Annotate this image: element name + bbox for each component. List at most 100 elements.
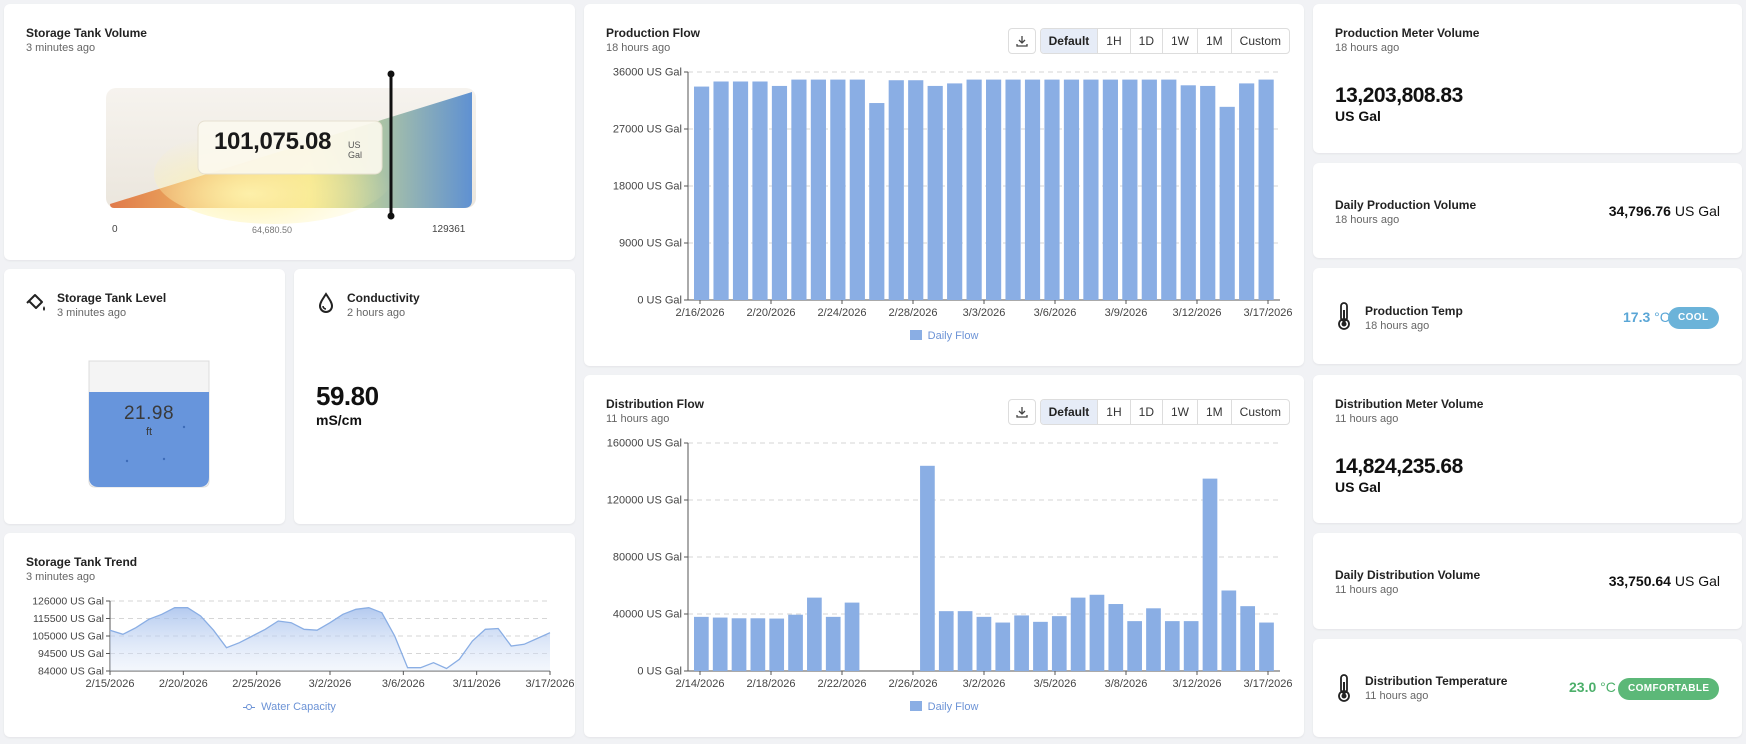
card-header: Distribution Flow 11 hours ago bbox=[606, 397, 704, 425]
value-number: 34,796.76 bbox=[1608, 203, 1671, 219]
meter-value: 14,824,235.68 bbox=[1335, 455, 1463, 478]
tank-level-value: 21.98 bbox=[123, 403, 175, 424]
bar bbox=[807, 597, 822, 671]
range-1m-button[interactable]: 1M bbox=[1198, 400, 1232, 424]
download-button[interactable] bbox=[1007, 399, 1036, 425]
y-tick-label: 40000 US Gal bbox=[613, 609, 682, 621]
distribution-meter-card: Distribution Meter Volume 11 hours ago 1… bbox=[1313, 375, 1742, 523]
bar bbox=[908, 80, 924, 300]
thermometer-icon bbox=[1338, 674, 1350, 702]
value-number: 23.0 bbox=[1569, 679, 1597, 695]
bar bbox=[830, 79, 846, 300]
bar bbox=[938, 611, 954, 671]
range-custom-button[interactable]: Custom bbox=[1239, 34, 1281, 48]
bar bbox=[1044, 79, 1060, 300]
bar bbox=[976, 616, 992, 671]
range-custom-button[interactable]: Custom bbox=[1239, 405, 1281, 419]
production-legend[interactable]: Daily Flow bbox=[584, 330, 1304, 342]
y-tick-label: 94500 US Gal bbox=[38, 648, 104, 660]
time-range-controls: Default 1H 1D 1W 1M Custom bbox=[1007, 28, 1290, 54]
value-unit: US Gal bbox=[1674, 203, 1720, 219]
bar bbox=[752, 81, 768, 300]
y-tick-label: 18000 US Gal bbox=[613, 181, 682, 193]
card-updated: 11 hours ago bbox=[606, 413, 670, 425]
bar bbox=[1183, 621, 1199, 671]
distribution-temp-card: Distribution Temperature 11 hours ago 23… bbox=[1313, 639, 1742, 737]
x-tick-label: 2/18/2026 bbox=[747, 678, 796, 690]
download-button[interactable] bbox=[1007, 28, 1036, 54]
bar bbox=[849, 79, 865, 300]
trend-legend[interactable]: Water Capacity bbox=[4, 701, 575, 713]
range-1m-button[interactable]: 1M bbox=[1198, 29, 1232, 53]
range-default-button[interactable]: Default bbox=[1040, 400, 1099, 424]
download-icon bbox=[1015, 407, 1028, 418]
bar bbox=[1239, 83, 1255, 301]
value-unit: °C bbox=[1600, 679, 1616, 695]
paint-bucket-icon bbox=[26, 294, 45, 311]
range-1d-button[interactable]: 1D bbox=[1131, 29, 1163, 53]
range-1h-button[interactable]: 1H bbox=[1098, 400, 1131, 424]
bar bbox=[1083, 79, 1099, 300]
bar bbox=[1070, 597, 1086, 671]
card-title: Distribution Meter Volume bbox=[1335, 397, 1484, 411]
bar bbox=[1180, 85, 1196, 300]
daily-production-card: Daily Production Volume 18 hours ago 34,… bbox=[1313, 163, 1742, 258]
x-tick-label: 2/15/2026 bbox=[86, 678, 135, 690]
gauge-marker-bottom bbox=[387, 212, 395, 220]
range-1h-button[interactable]: 1H bbox=[1098, 29, 1131, 53]
card-header: Daily Distribution Volume 11 hours ago bbox=[1335, 568, 1480, 596]
bar bbox=[713, 81, 729, 300]
x-tick-label: 2/20/2026 bbox=[159, 678, 208, 690]
range-1w-button[interactable]: 1W bbox=[1163, 29, 1198, 53]
legend-label: Daily Flow bbox=[927, 330, 979, 342]
distribution-bar-chart: 0 US Gal 40000 US Gal 80000 US Gal 120000 U… bbox=[607, 438, 1293, 691]
bar bbox=[810, 79, 826, 300]
bar bbox=[1127, 621, 1142, 671]
bar bbox=[1122, 79, 1138, 300]
y-tick-label: 115500 US Gal bbox=[33, 613, 104, 625]
bar bbox=[888, 80, 904, 300]
card-updated: 18 hours ago bbox=[1335, 214, 1400, 226]
card-title: Production Temp bbox=[1365, 304, 1463, 318]
legend-line-marker-icon bbox=[243, 703, 256, 710]
bar bbox=[1240, 606, 1256, 671]
bar bbox=[1141, 79, 1157, 300]
bar bbox=[957, 611, 973, 671]
bar bbox=[731, 618, 747, 671]
x-tick-label: 3/2/2026 bbox=[309, 678, 352, 690]
distribution-flow-card: Distribution Flow 11 hours ago Default 1… bbox=[584, 375, 1304, 737]
x-tick-label: 3/9/2026 bbox=[1105, 307, 1148, 319]
card-header: Production Flow 18 hours ago bbox=[606, 26, 700, 54]
distribution-legend[interactable]: Daily Flow bbox=[584, 701, 1304, 713]
bar bbox=[1219, 106, 1235, 300]
range-1d-button[interactable]: 1D bbox=[1131, 400, 1163, 424]
card-title: Distribution Temperature bbox=[1365, 674, 1508, 688]
range-1w-button[interactable]: 1W bbox=[1163, 400, 1198, 424]
tank-water bbox=[89, 392, 209, 487]
y-tick-label: 27000 US Gal bbox=[613, 124, 682, 136]
meter-unit: US Gal bbox=[1335, 108, 1381, 124]
gauge-max-label: 129361 bbox=[432, 224, 466, 235]
daily-production-value: 34,796.76 US Gal bbox=[1609, 203, 1720, 219]
card-title: Production Flow bbox=[606, 26, 700, 40]
x-tick-label: 3/6/2026 bbox=[1034, 307, 1077, 319]
x-tick-label: 3/5/2026 bbox=[1034, 678, 1077, 690]
bar bbox=[927, 85, 943, 300]
y-tick-label: 126000 US Gal bbox=[32, 596, 104, 608]
card-updated: 18 hours ago bbox=[1335, 42, 1400, 54]
conductivity-unit: mS/cm bbox=[316, 412, 362, 428]
bubble bbox=[157, 412, 161, 416]
card-header: Storage Tank Trend 3 minutes ago bbox=[26, 555, 137, 583]
conductivity-card: Conductivity 2 hours ago 59.80 mS/cm bbox=[294, 269, 575, 524]
conductivity-value: 59.80 bbox=[316, 381, 379, 411]
prod-temp-value: 17.3 °C bbox=[1623, 309, 1670, 325]
card-updated: 18 hours ago bbox=[1365, 320, 1430, 332]
bar bbox=[750, 618, 766, 671]
production-meter-card: Production Meter Volume 18 hours ago 13,… bbox=[1313, 4, 1742, 153]
legend-swatch bbox=[909, 701, 922, 711]
production-flow-card: Production Flow 18 hours ago Default 1H … bbox=[584, 4, 1304, 366]
range-default-button[interactable]: Default bbox=[1040, 29, 1099, 53]
y-tick-label: 84000 US Gal bbox=[38, 666, 104, 678]
y-tick-label: 80000 US Gal bbox=[613, 552, 682, 564]
card-title: Distribution Flow bbox=[606, 397, 704, 411]
